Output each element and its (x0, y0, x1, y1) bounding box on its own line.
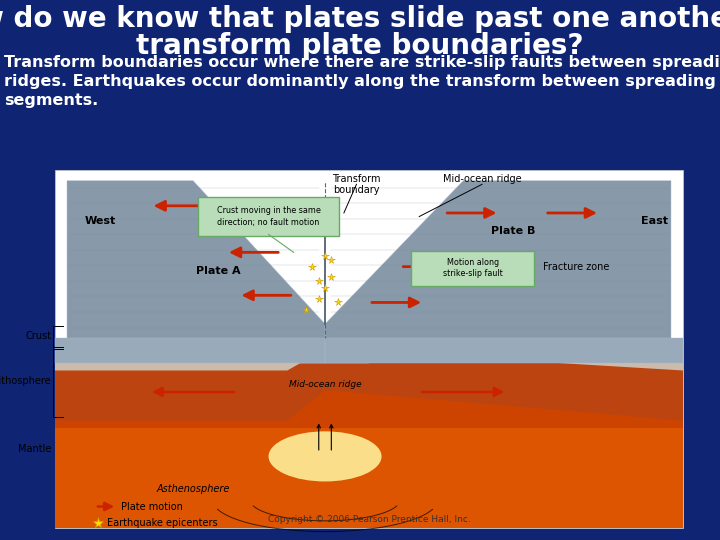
Polygon shape (55, 338, 325, 370)
Bar (55, 170, 683, 528)
Text: Asthenosphere: Asthenosphere (156, 484, 230, 494)
Text: Copyright © 2006 Pearson Prentice Hall, Inc.: Copyright © 2006 Pearson Prentice Hall, … (268, 515, 470, 524)
FancyBboxPatch shape (411, 251, 534, 286)
Polygon shape (325, 363, 683, 421)
Text: Plate A: Plate A (196, 266, 240, 276)
Bar (55, 428, 683, 528)
Polygon shape (55, 363, 325, 421)
Polygon shape (325, 181, 671, 338)
Text: Lithosphere: Lithosphere (0, 376, 51, 386)
Bar (55, 356, 683, 528)
Text: Motion along
strike-slip fault: Motion along strike-slip fault (443, 259, 503, 279)
Text: Fracture zone: Fracture zone (543, 262, 609, 272)
Text: Mantle: Mantle (17, 444, 51, 454)
Polygon shape (325, 338, 683, 363)
Polygon shape (55, 338, 325, 363)
Text: Plate B: Plate B (491, 226, 536, 237)
Text: Plate motion: Plate motion (121, 502, 183, 511)
Text: Mid-ocean ridge: Mid-ocean ridge (443, 173, 521, 184)
Text: West: West (84, 215, 116, 226)
Text: How do we know that plates slide past one another at: How do we know that plates slide past on… (0, 5, 720, 33)
Text: Crust moving in the same
direction; no fault motion: Crust moving in the same direction; no f… (217, 206, 320, 227)
Ellipse shape (269, 431, 382, 482)
FancyBboxPatch shape (198, 197, 339, 236)
Text: transform plate boundaries?: transform plate boundaries? (136, 32, 584, 60)
Text: Earthquake epicenters: Earthquake epicenters (107, 518, 217, 528)
Text: Mid-ocean ridge: Mid-ocean ridge (289, 380, 361, 389)
Text: Transform boundaries occur where there are strike-slip faults between spreading
: Transform boundaries occur where there a… (4, 55, 720, 109)
Text: Crust: Crust (25, 332, 51, 341)
Polygon shape (287, 338, 369, 363)
Polygon shape (67, 181, 325, 338)
Text: East: East (642, 215, 668, 226)
Polygon shape (325, 338, 683, 370)
Text: Transform
boundary: Transform boundary (332, 173, 381, 195)
